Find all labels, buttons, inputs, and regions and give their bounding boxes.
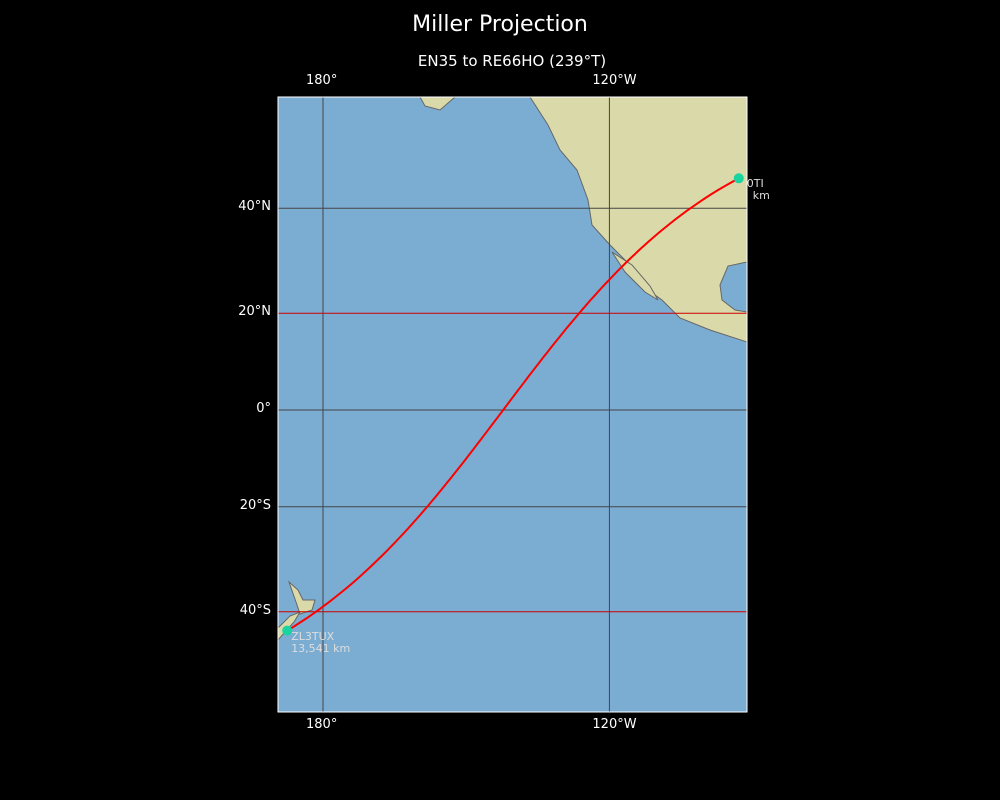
station-label: 0TI km bbox=[747, 178, 770, 202]
lat-tick-label: 40°S bbox=[239, 602, 271, 618]
station-callsign: ZL3TUX bbox=[291, 629, 335, 643]
station-marker[interactable] bbox=[733, 173, 744, 184]
lat-tick-label: 20°S bbox=[239, 497, 271, 513]
lat-tick-label: 0° bbox=[256, 401, 271, 416]
lon-tick-label-bottom: 120°W bbox=[592, 717, 637, 732]
lat-tick-label: 40°N bbox=[238, 199, 271, 215]
gulf-of-mexico bbox=[719, 261, 747, 313]
great-circle-path bbox=[286, 177, 740, 632]
station-callsign: 0TI bbox=[746, 177, 764, 191]
map-subtitle: EN35 to RE66HO (239°T) bbox=[417, 52, 607, 70]
station-marker[interactable] bbox=[282, 625, 293, 636]
station-distance: 13,541 km bbox=[291, 641, 351, 655]
alaska bbox=[419, 97, 456, 111]
new-zealand-north bbox=[287, 580, 316, 615]
map-title: Miller Projection bbox=[412, 12, 588, 37]
station-distance: km bbox=[752, 189, 770, 203]
map-frame bbox=[277, 96, 748, 713]
station-label: ZL3TUX 13,541 km bbox=[291, 629, 351, 655]
lon-tick-label-bottom: 180° bbox=[306, 717, 338, 732]
lat-tick-label: 20°N bbox=[238, 304, 271, 320]
lon-tick-label-top: 180° bbox=[306, 73, 338, 88]
lon-tick-label-top: 120°W bbox=[592, 73, 637, 88]
